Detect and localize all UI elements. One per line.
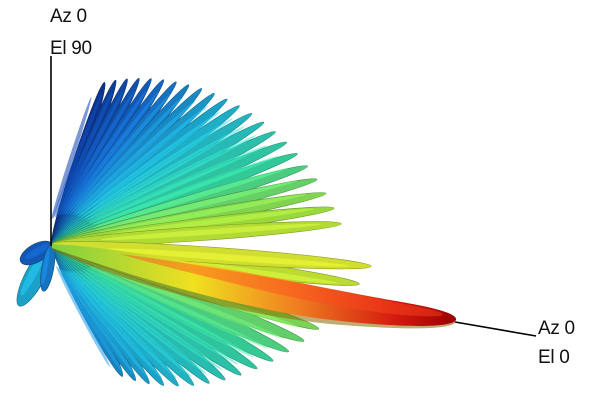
top-azimuth-label: Az 0 (50, 6, 87, 27)
right-elevation-label: El 0 (538, 347, 570, 368)
side-lobes-back (51, 77, 342, 247)
right-azimuth-label: Az 0 (538, 318, 575, 339)
side-lobe-lower-18 (51, 241, 372, 270)
main-lobe-body (52, 244, 457, 326)
main-lobe-highlight (120, 254, 443, 317)
main-lobe (52, 244, 457, 329)
axes (50, 56, 537, 337)
horizontal-axis-line (454, 321, 537, 337)
top-elevation-label: El 90 (50, 38, 92, 59)
back-lobe-3 (40, 243, 56, 292)
